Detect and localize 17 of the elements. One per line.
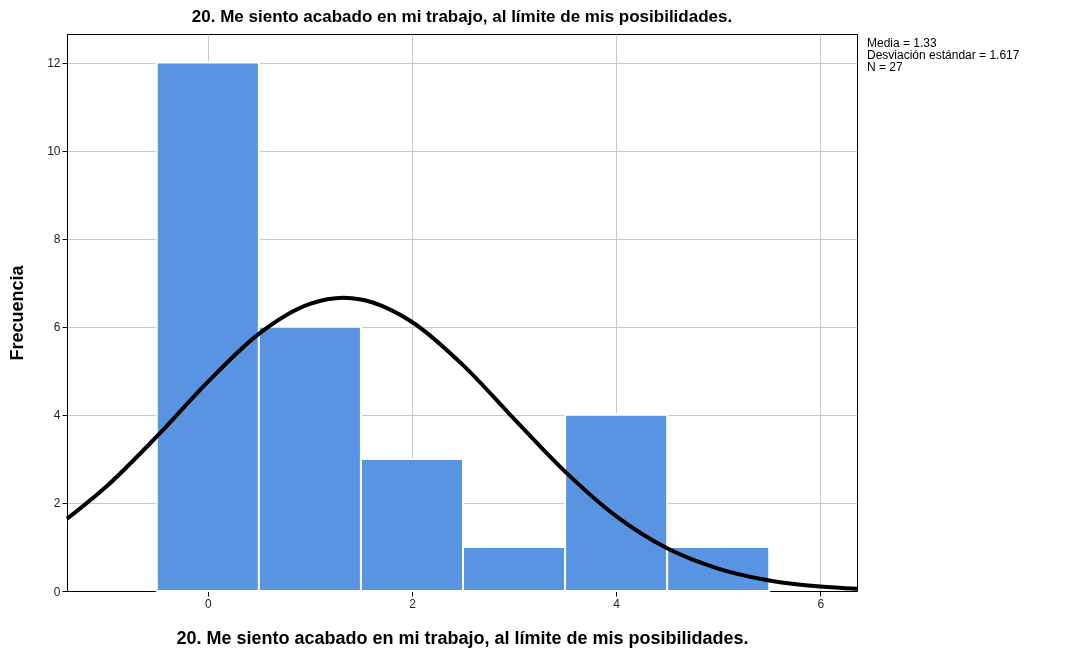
text: Desviación estándar = 1.617: [867, 48, 1020, 62]
chart-title: 20. Me siento acabado en mi trabajo, al límite de mis posibilidades.: [191, 7, 733, 26]
x-tick-label: 2: [409, 596, 417, 611]
text: Media = 1.33: [867, 36, 938, 50]
x-tick-label: 0: [205, 596, 213, 611]
y-tick-label: 12: [47, 56, 61, 71]
y-tick-label: 0: [53, 584, 61, 599]
y-tick-label: 2: [53, 496, 61, 511]
x-tick-label: 6: [817, 596, 825, 611]
y-tick-label: 4: [53, 408, 61, 423]
y-tick-label: 8: [53, 232, 61, 247]
y-tick-label: 10: [47, 144, 61, 159]
y-axis-title: Frecuencia: [7, 264, 28, 361]
y-tick-label: 6: [53, 320, 61, 335]
x-tick-label: 4: [613, 596, 621, 611]
text: N = 27: [867, 60, 904, 74]
x-axis-title: 20. Me siento acabado en mi trabajo, al límite de mis posibilidades.: [176, 627, 749, 648]
